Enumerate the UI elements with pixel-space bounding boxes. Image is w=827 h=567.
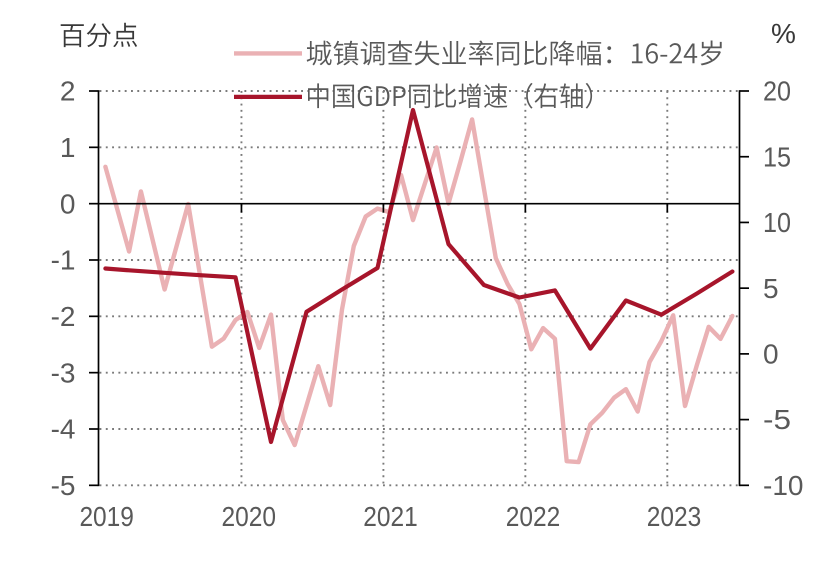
svg-text:-5: -5 bbox=[51, 470, 76, 501]
svg-text:5: 5 bbox=[763, 273, 779, 304]
svg-text:2022: 2022 bbox=[506, 501, 561, 532]
svg-text:10: 10 bbox=[763, 207, 791, 238]
svg-text:-3: -3 bbox=[51, 357, 76, 388]
svg-text:-5: -5 bbox=[763, 404, 791, 435]
svg-text:-10: -10 bbox=[763, 470, 803, 501]
svg-text:-2: -2 bbox=[51, 301, 76, 332]
svg-text:%: % bbox=[771, 18, 796, 49]
svg-text:2023: 2023 bbox=[647, 501, 702, 532]
svg-text:2019: 2019 bbox=[79, 501, 134, 532]
svg-text:0: 0 bbox=[60, 188, 76, 219]
svg-text:2020: 2020 bbox=[222, 501, 277, 532]
svg-text:20: 20 bbox=[763, 76, 791, 107]
svg-text:0: 0 bbox=[763, 339, 779, 370]
svg-text:2: 2 bbox=[60, 76, 76, 107]
svg-text:15: 15 bbox=[763, 141, 791, 172]
svg-text:2021: 2021 bbox=[363, 501, 418, 532]
svg-text:-4: -4 bbox=[51, 414, 76, 445]
svg-text:-1: -1 bbox=[51, 245, 76, 276]
svg-text:1: 1 bbox=[60, 132, 76, 163]
